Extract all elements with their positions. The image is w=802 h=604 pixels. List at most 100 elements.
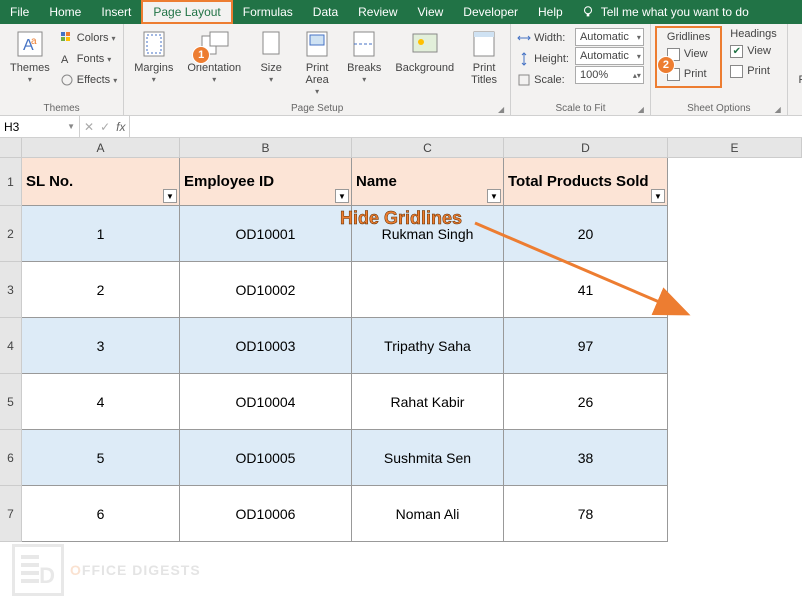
cell-slno[interactable]: 1 xyxy=(22,206,180,262)
annotation-hide-gridlines: Hide Gridlines xyxy=(340,208,462,229)
scale-icon xyxy=(517,73,531,87)
cell-empid[interactable]: OD10001 xyxy=(180,206,352,262)
table-row: 54OD10004Rahat Kabir26 xyxy=(0,374,802,430)
ribbon-tabbar: File Home Insert Page Layout Formulas Da… xyxy=(0,0,802,24)
size-icon xyxy=(255,28,287,60)
gridlines-header: Gridlines xyxy=(667,31,710,43)
row-header-1[interactable]: 1 xyxy=(0,158,22,206)
row-header[interactable]: 2 xyxy=(0,206,22,262)
tab-view[interactable]: View xyxy=(408,0,454,24)
formula-bar: H3▼ ✕ ✓ fx xyxy=(0,116,802,138)
enter-icon[interactable]: ✓ xyxy=(100,120,110,134)
tab-help[interactable]: Help xyxy=(528,0,573,24)
row-header[interactable]: 5 xyxy=(0,374,22,430)
watermark-icon: D xyxy=(12,544,64,596)
breaks-button[interactable]: Breaks▾ xyxy=(341,26,387,87)
cell-slno[interactable]: 6 xyxy=(22,486,180,542)
group-label-themes: Themes xyxy=(4,102,119,115)
margins-icon xyxy=(138,28,170,60)
fonts-icon: A xyxy=(60,52,74,66)
themes-button[interactable]: Aa Themes▾ xyxy=(4,26,56,87)
tab-formulas[interactable]: Formulas xyxy=(233,0,303,24)
filter-icon[interactable]: ▼ xyxy=(487,189,501,203)
dialog-launcher-icon[interactable]: ◢ xyxy=(775,105,781,114)
colors-icon xyxy=(60,31,74,45)
cell-empid[interactable]: OD10002 xyxy=(180,262,352,318)
row-header[interactable]: 6 xyxy=(0,430,22,486)
cell-sold[interactable]: 26 xyxy=(504,374,668,430)
select-all-corner[interactable] xyxy=(0,138,22,158)
watermark: D OFFICE DIGESTS xyxy=(12,544,201,596)
group-label-sheet-options: Sheet Options◢ xyxy=(655,102,783,115)
headings-view-checkbox[interactable]: ✔View xyxy=(730,42,776,60)
orientation-button[interactable]: Orientation▾ xyxy=(181,26,247,87)
col-header-d[interactable]: D xyxy=(504,138,668,158)
colors-button[interactable]: Colors ▾ xyxy=(60,28,117,48)
cell-empid[interactable]: OD10003 xyxy=(180,318,352,374)
tell-me-label: Tell me what you want to do xyxy=(601,5,749,19)
callout-2: 2 xyxy=(657,56,675,74)
filter-icon[interactable]: ▼ xyxy=(335,189,349,203)
group-arrange: Brin Forwa xyxy=(788,24,802,115)
size-button[interactable]: Size▾ xyxy=(249,26,293,87)
cell-sold[interactable]: 38 xyxy=(504,430,668,486)
scale-spinner[interactable]: 100%▴▾ xyxy=(575,66,644,84)
background-button[interactable]: Background xyxy=(389,26,460,76)
col-header-b[interactable]: B xyxy=(180,138,352,158)
fx-icon[interactable]: fx xyxy=(116,120,125,134)
cell-slno[interactable]: 4 xyxy=(22,374,180,430)
cell-slno[interactable]: 5 xyxy=(22,430,180,486)
width-select[interactable]: Automatic▾ xyxy=(575,28,644,46)
print-titles-button[interactable]: Print Titles xyxy=(462,26,506,88)
print-area-icon xyxy=(301,28,333,60)
tab-data[interactable]: Data xyxy=(303,0,348,24)
tab-home[interactable]: Home xyxy=(39,0,91,24)
row-header[interactable]: 3 xyxy=(0,262,22,318)
group-themes: Aa Themes▾ Colors ▾ AFonts ▾ Effects ▾ T… xyxy=(0,24,124,115)
height-select[interactable]: Automatic▾ xyxy=(575,47,644,65)
header-slno[interactable]: SL No.▼ xyxy=(22,158,180,206)
cell-name[interactable]: Sushmita Sen xyxy=(352,430,504,486)
dialog-launcher-icon[interactable]: ◢ xyxy=(638,105,644,114)
cell-empid[interactable]: OD10006 xyxy=(180,486,352,542)
col-header-c[interactable]: C xyxy=(352,138,504,158)
dialog-launcher-icon[interactable]: ◢ xyxy=(498,105,504,114)
header-name[interactable]: Name▼ xyxy=(352,158,504,206)
headings-print-checkbox[interactable]: Print xyxy=(730,62,776,80)
cell-slno[interactable]: 2 xyxy=(22,262,180,318)
cell-slno[interactable]: 3 xyxy=(22,318,180,374)
cancel-icon[interactable]: ✕ xyxy=(84,120,94,134)
name-box[interactable]: H3▼ xyxy=(0,116,80,137)
themes-icon: Aa xyxy=(14,28,46,60)
print-area-button[interactable]: Print Area▾ xyxy=(295,26,339,99)
bring-forward-button[interactable]: Brin Forwa xyxy=(792,26,802,88)
filter-icon[interactable]: ▼ xyxy=(651,189,665,203)
tab-review[interactable]: Review xyxy=(348,0,407,24)
headings-header: Headings xyxy=(730,28,776,40)
cell-empid[interactable]: OD10005 xyxy=(180,430,352,486)
header-sold[interactable]: Total Products Sold▼ xyxy=(504,158,668,206)
cell-empid[interactable]: OD10004 xyxy=(180,374,352,430)
effects-button[interactable]: Effects ▾ xyxy=(60,70,117,90)
cell-sold[interactable]: 78 xyxy=(504,486,668,542)
tab-insert[interactable]: Insert xyxy=(91,0,141,24)
tab-developer[interactable]: Developer xyxy=(453,0,528,24)
tab-file[interactable]: File xyxy=(0,0,39,24)
formula-input[interactable] xyxy=(130,116,802,137)
row-header[interactable]: 4 xyxy=(0,318,22,374)
cell-name[interactable]: Noman Ali xyxy=(352,486,504,542)
filter-icon[interactable]: ▼ xyxy=(163,189,177,203)
checkbox-icon xyxy=(730,65,743,78)
col-header-e[interactable]: E xyxy=(668,138,802,158)
cell-name[interactable]: Rahat Kabir xyxy=(352,374,504,430)
print-titles-icon xyxy=(468,28,500,60)
tell-me[interactable]: Tell me what you want to do xyxy=(581,0,749,24)
header-empid[interactable]: Employee ID▼ xyxy=(180,158,352,206)
height-icon xyxy=(517,52,531,66)
row-header[interactable]: 7 xyxy=(0,486,22,542)
tab-page-layout[interactable]: Page Layout xyxy=(141,0,232,24)
margins-button[interactable]: Margins▾ xyxy=(128,26,179,87)
effects-icon xyxy=(60,73,74,87)
col-header-a[interactable]: A xyxy=(22,138,180,158)
fonts-button[interactable]: AFonts ▾ xyxy=(60,49,117,69)
